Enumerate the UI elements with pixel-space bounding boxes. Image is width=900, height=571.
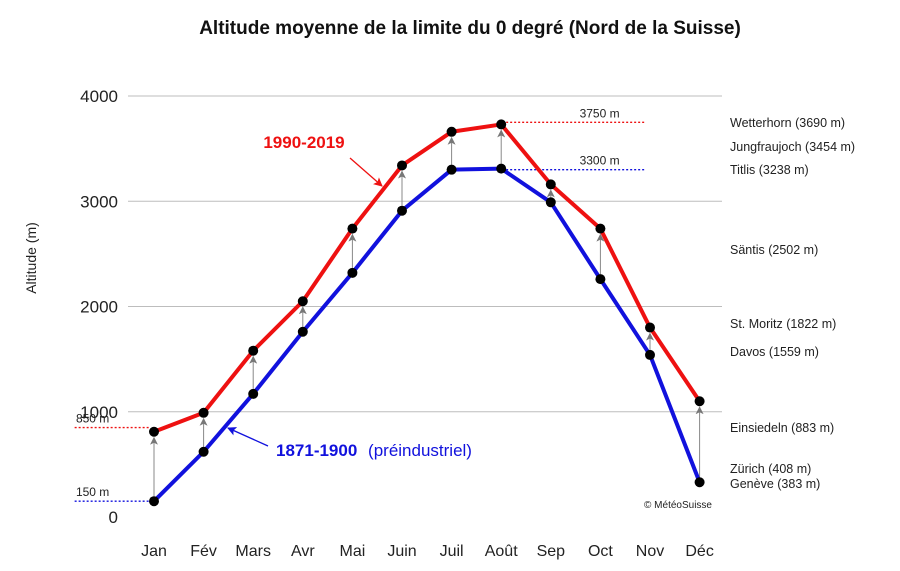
point-s1-5 (397, 205, 407, 216)
point-s0-5 (397, 160, 407, 171)
point-s1-6 (446, 164, 457, 175)
series-lines (152, 122, 702, 504)
point-s0-4 (347, 223, 358, 234)
x-tick-5: Juin (387, 543, 416, 560)
point-s0-1 (198, 407, 209, 418)
point-s1-4 (347, 267, 358, 278)
legend-blue-arrow (227, 427, 269, 447)
legend-blue-label: 1871-1900 (préindustriel) (227, 427, 472, 460)
point-s0-10 (645, 322, 655, 333)
point-s1-9 (595, 274, 606, 285)
x-tick-6: Juil (440, 543, 464, 560)
difference-arrows (150, 129, 704, 497)
point-s0-3 (297, 296, 308, 307)
point-s0-11 (694, 396, 705, 407)
svg-text:1871-1900 (préindustri: 1871-1900 (préindustriel) (276, 441, 472, 460)
y-tick-labels: 0 1000 2000 3000 4000 (80, 87, 118, 527)
x-tick-2: Mars (235, 543, 271, 560)
y-tick-3000: 3000 (80, 192, 118, 211)
point-s0-8 (545, 179, 556, 190)
point-s0-6 (446, 126, 457, 137)
point-s0-0 (149, 426, 159, 437)
legend-1871-1900: 1871-1900 (276, 441, 357, 460)
point-s0-9 (595, 223, 606, 234)
station-label-8: Genève (383 m) (730, 477, 820, 491)
point-s1-2 (248, 388, 259, 399)
x-tick-10: Nov (636, 543, 664, 560)
station-label-7: Zürich (408 m) (730, 462, 811, 476)
x-tick-9: Oct (588, 543, 613, 560)
station-label-1: Jungfraujoch (3454 m) (730, 140, 855, 154)
x-tick-8: Sep (537, 543, 566, 560)
point-s1-7 (496, 163, 507, 174)
station-label-4: St. Moritz (1822 m) (730, 317, 836, 331)
legend-preindustriel: (préindustriel) (368, 441, 472, 460)
y-axis-label: Altitude (m) (23, 222, 39, 294)
station-label-5: Davos (1559 m) (730, 345, 819, 359)
data-points (149, 119, 705, 507)
y-tick-2000: 2000 (80, 298, 118, 317)
point-s1-10 (645, 349, 655, 360)
station-label-3: Säntis (2502 m) (730, 243, 818, 257)
y-tick-0: 0 (109, 508, 118, 527)
series-line-0 (152, 122, 702, 434)
point-s1-8 (545, 197, 556, 208)
point-s1-0 (149, 496, 159, 507)
reference-lines: 3750 m 3300 m 850 m 150 m (74, 106, 646, 502)
copyright-text: © MétéoSuisse (644, 500, 712, 511)
point-s1-1 (198, 446, 209, 457)
legend-1990-2019: 1990-2019 (263, 133, 344, 152)
x-tick-3: Avr (291, 543, 315, 560)
x-tick-labels: Jan Fév Mars Avr Mai Juin Juil Août Sep Oct Nov Déc (141, 543, 714, 560)
x-tick-1: Fév (190, 543, 217, 560)
series-line-1 (152, 166, 702, 504)
chart-title: Altitude moyenne de la limite du 0 degré… (199, 18, 741, 39)
point-s0-7 (496, 119, 507, 130)
legend-red-label: 1990-2019 (263, 133, 383, 187)
station-label-2: Titlis (3238 m) (730, 163, 809, 177)
station-labels: Wetterhorn (3690 m) Jungfraujoch (3454 m)… (730, 116, 855, 491)
station-label-6: Einsiedeln (883 m) (730, 421, 834, 435)
reference-label-1: 3300 m (580, 154, 620, 168)
y-tick-4000: 4000 (80, 87, 118, 106)
gridlines (128, 95, 722, 413)
y-tick-1000: 1000 (80, 403, 118, 422)
x-tick-11: Déc (685, 543, 713, 560)
reference-label-0: 3750 m (580, 106, 620, 120)
point-s1-11 (694, 477, 705, 488)
point-s1-3 (297, 326, 308, 337)
reference-label-2: 850 m (76, 412, 109, 426)
x-tick-7: Août (485, 543, 518, 560)
reference-label-3: 150 m (76, 485, 109, 499)
point-s0-2 (248, 345, 259, 356)
station-label-0: Wetterhorn (3690 m) (730, 116, 845, 130)
x-tick-4: Mai (340, 543, 366, 560)
x-tick-0: Jan (141, 543, 167, 560)
legend-red-arrow (349, 157, 383, 187)
